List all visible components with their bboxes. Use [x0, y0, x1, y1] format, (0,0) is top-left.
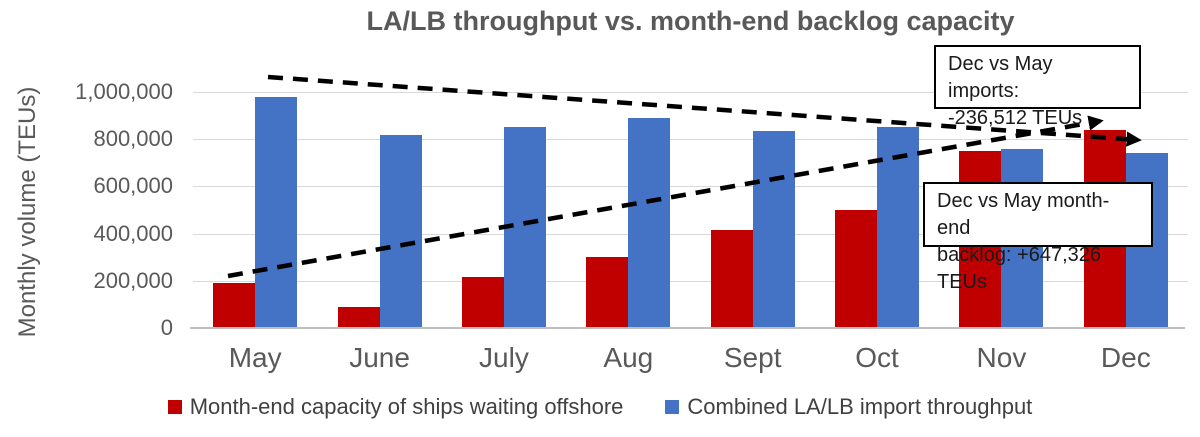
y-tick-label: 200,000: [93, 267, 173, 293]
imports-callout-line2: -236,512 TEUs: [948, 107, 1083, 129]
legend-item-backlog: Month-end capacity of ships waiting offs…: [167, 394, 624, 420]
y-tick-label: 1,000,000: [75, 79, 173, 104]
imports-callout-box: Dec vs May imports: -236,512 TEUs: [934, 45, 1141, 129]
bar-group-oct: [815, 92, 939, 328]
bar: [752, 130, 795, 328]
x-category-label: Aug: [603, 342, 654, 373]
bar: [628, 118, 671, 328]
backlog-legend-swatch-icon: [167, 400, 182, 414]
bar: [337, 306, 380, 328]
x-axis-line: [190, 327, 1185, 329]
x-category-label: July: [479, 342, 529, 373]
bar-group-may: [193, 92, 317, 328]
y-axis-tick-labels: 0 200,000 400,000 600,000 800,000 1,000,000: [0, 0, 173, 437]
bar: [586, 257, 629, 328]
gridline: [193, 280, 1188, 282]
backlog-callout-line1: Dec vs May month-end: [937, 190, 1110, 239]
x-category-label: Oct: [855, 342, 899, 373]
bar: [877, 127, 920, 328]
bar-group-sept: [691, 92, 815, 328]
y-tick-label: 400,000: [93, 220, 173, 246]
backlog-callout-box: Dec vs May month-end backlog: +647,326 T…: [923, 182, 1153, 293]
backlog-legend-label: Month-end capacity of ships waiting offs…: [189, 394, 624, 419]
bar: [255, 96, 298, 328]
imports-legend-label: Combined LA/LB import throughput: [687, 394, 1033, 419]
imports-legend-swatch-icon: [665, 400, 680, 414]
bar: [213, 283, 256, 328]
x-category-label: Sept: [723, 342, 782, 373]
y-tick-label: 800,000: [93, 126, 173, 152]
x-axis-category-labels: May June July Aug Sept Oct Nov Dec: [193, 342, 1188, 374]
bar: [835, 210, 878, 328]
bar: [461, 277, 504, 328]
x-category-label: June: [349, 342, 410, 373]
legend: Month-end capacity of ships waiting offs…: [0, 394, 1200, 420]
bar-group-july: [442, 92, 566, 328]
bar-group-june: [317, 92, 441, 328]
y-tick-label: 600,000: [93, 173, 173, 199]
x-category-label: Nov: [976, 342, 1027, 373]
bar-group-aug: [566, 92, 690, 328]
x-category-label: Dec: [1100, 342, 1151, 373]
imports-callout-line1: Dec vs May imports:: [948, 53, 1053, 102]
x-category-label: May: [228, 342, 282, 373]
bar: [379, 134, 422, 328]
bar: [503, 127, 546, 328]
chart-title: LA/LB throughput vs. month-end backlog c…: [366, 6, 1015, 36]
bar: [710, 230, 753, 328]
legend-item-imports: Combined LA/LB import throughput: [665, 394, 1032, 420]
y-tick-label: 0: [160, 315, 173, 340]
backlog-callout-line2: backlog: +647,326 TEUs: [937, 244, 1102, 293]
